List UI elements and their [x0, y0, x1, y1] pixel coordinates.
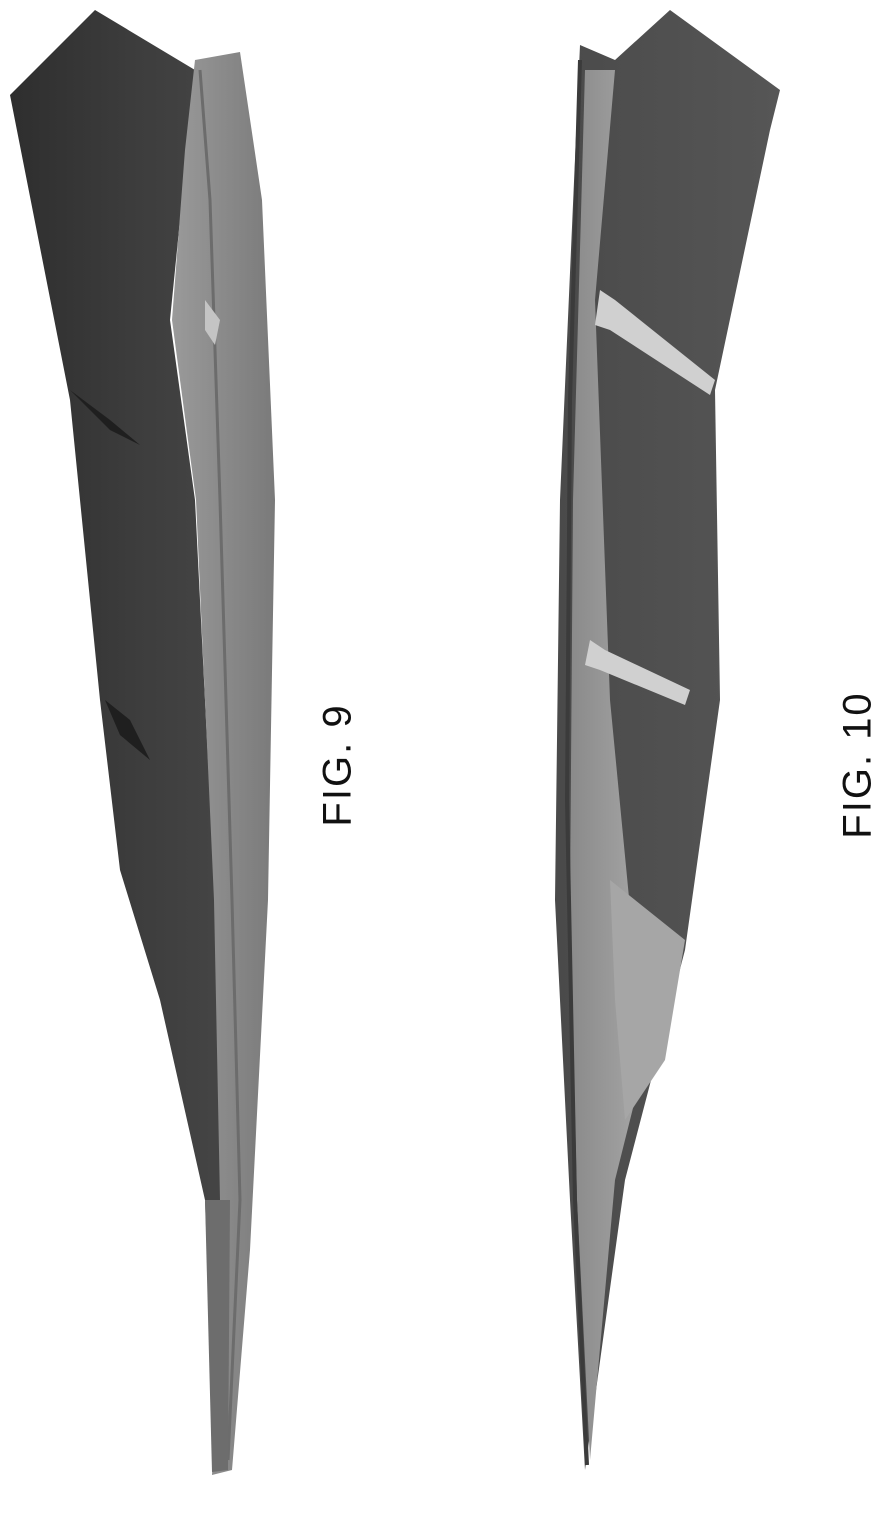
figure-10-drawing: [555, 0, 795, 1523]
figure-9-drawing: [0, 0, 300, 1523]
figure-9-svg: [0, 0, 300, 1523]
figure-10-label: FIG. 10: [836, 691, 881, 838]
figure-9-label: FIG. 9: [316, 703, 361, 826]
fig9-heel-tip: [205, 1200, 230, 1472]
figure-10-svg: [555, 0, 795, 1523]
